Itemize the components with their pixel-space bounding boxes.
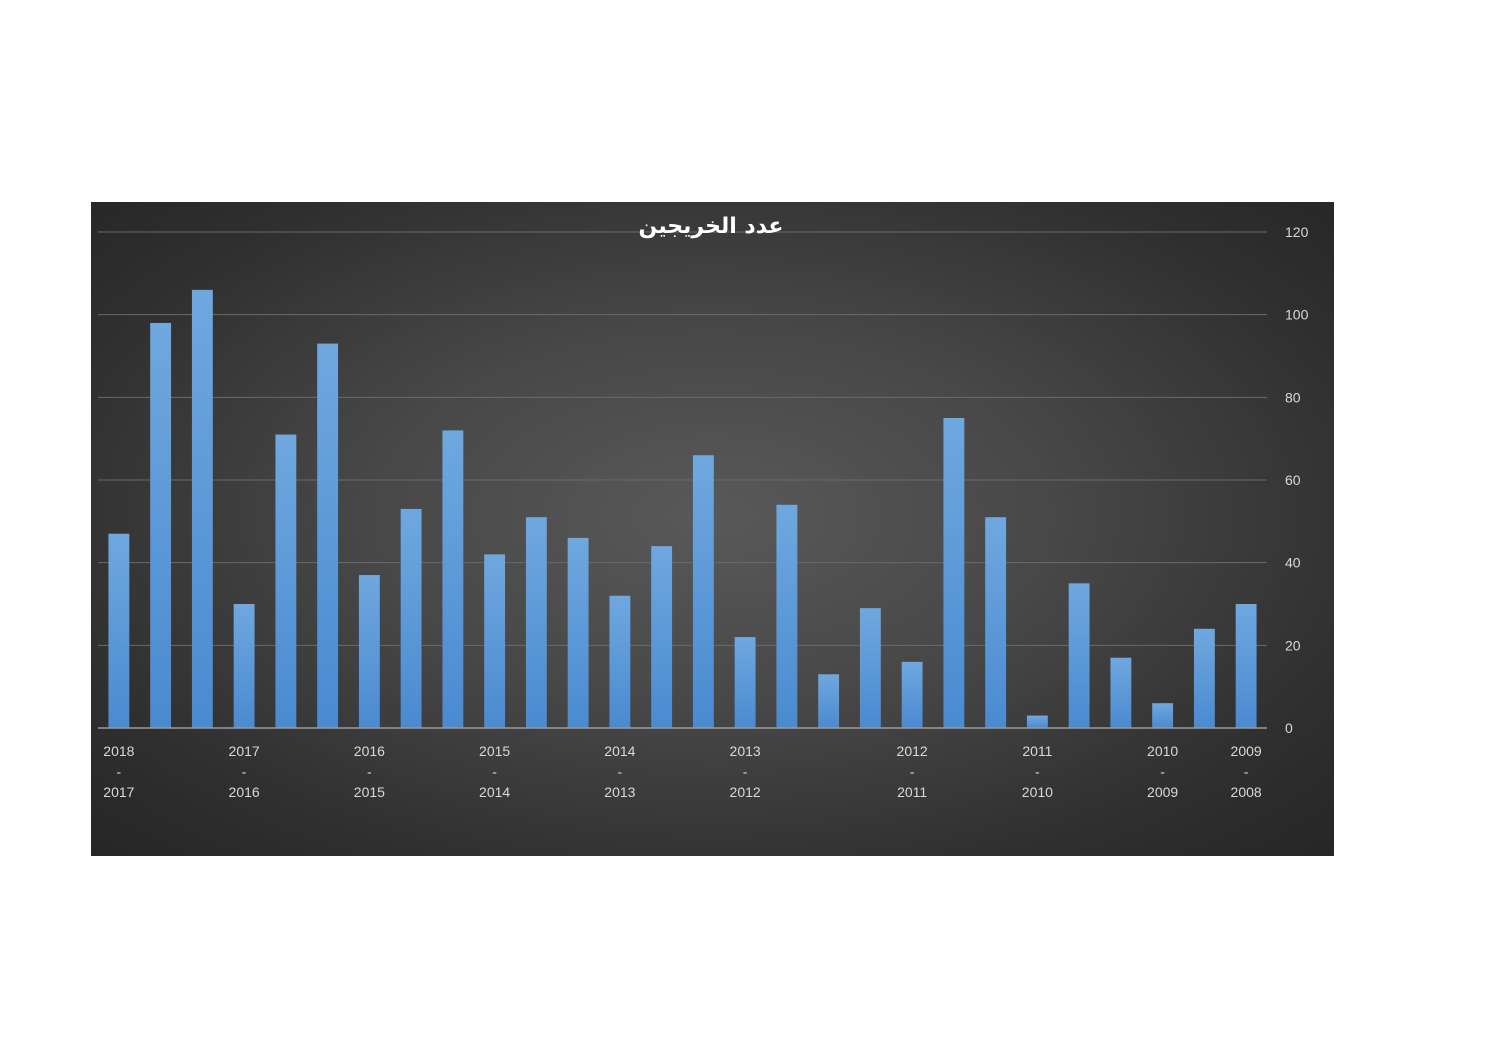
bar — [567, 537, 589, 728]
x-tick-label-line: 2008 — [1231, 784, 1262, 800]
x-tick-label: 2017 - 2016 — [229, 743, 260, 800]
bar — [609, 595, 631, 728]
x-tick-label: 2015 - 2014 — [479, 743, 510, 800]
bar — [442, 430, 464, 728]
x-tick-label: 2011 - 2010 — [1022, 743, 1053, 800]
x-tick-label-line: 2014 — [604, 743, 635, 759]
x-tick-label-line: - — [910, 764, 915, 780]
x-tick-label: 2012 - 2011 — [897, 743, 928, 800]
x-tick-label-line: - — [1244, 764, 1249, 780]
x-tick-label-line: - — [618, 764, 623, 780]
bar — [317, 343, 339, 728]
x-tick-label-line: - — [492, 764, 497, 780]
y-tick-label: 0 — [1285, 720, 1293, 736]
x-tick-label-line: 2014 — [479, 784, 510, 800]
bars — [108, 289, 1257, 728]
x-tick-label-line: 2009 — [1147, 784, 1178, 800]
x-tick-label: 2009 - 2008 — [1231, 743, 1262, 800]
x-tick-label-line: 2018 — [103, 743, 134, 759]
bar — [233, 604, 255, 728]
x-tick-label-line: 2012 — [730, 784, 761, 800]
x-tick-label-line: 2016 — [354, 743, 385, 759]
bar — [776, 504, 798, 728]
x-tick-label: 2010 - 2009 — [1147, 743, 1178, 800]
bar — [901, 661, 923, 728]
x-tick-label-line: - — [117, 764, 122, 780]
bar — [275, 434, 297, 728]
bar — [400, 508, 422, 728]
bar — [985, 517, 1007, 728]
x-tick-label-line: 2010 — [1022, 784, 1053, 800]
x-tick-label-line: 2015 — [354, 784, 385, 800]
gridlines — [98, 231, 1267, 646]
y-tick-label: 120 — [1285, 224, 1309, 240]
x-tick-label: 2018 - 2017 — [103, 743, 134, 800]
x-tick-label-line: 2010 — [1147, 743, 1178, 759]
bar — [525, 517, 547, 728]
x-tick-label-line: 2009 — [1231, 743, 1262, 759]
y-tick-label: 100 — [1285, 307, 1309, 323]
x-tick-label: 2014 - 2013 — [604, 743, 635, 800]
bar — [1026, 715, 1048, 728]
x-tick-label-line: 2016 — [229, 784, 260, 800]
x-tick-label-line: 2013 — [730, 743, 761, 759]
bar — [358, 575, 380, 728]
x-tick-label-line: 2015 — [479, 743, 510, 759]
bar — [150, 322, 172, 728]
bar — [1068, 583, 1090, 728]
y-tick-label: 60 — [1285, 472, 1301, 488]
bar — [1110, 657, 1132, 728]
bar — [859, 608, 881, 728]
x-tick-label-line: 2013 — [604, 784, 635, 800]
bar — [651, 546, 673, 728]
bar — [692, 455, 714, 728]
x-tick-label-line: - — [367, 764, 372, 780]
x-tick-label-line: - — [242, 764, 247, 780]
y-tick-label: 20 — [1285, 637, 1301, 653]
x-tick-label: 2013 - 2012 — [730, 743, 761, 800]
bar — [1193, 628, 1215, 728]
y-tick-label: 40 — [1285, 555, 1301, 571]
x-tick-label-line: 2011 — [1022, 743, 1052, 759]
y-tick-label: 80 — [1285, 389, 1301, 405]
y-axis: 0 20 40 60 80 100 120 — [1285, 224, 1309, 736]
bar — [943, 418, 965, 728]
x-tick-label-line: 2011 — [897, 784, 927, 800]
bar — [108, 533, 130, 728]
x-tick-label-line: - — [1035, 764, 1040, 780]
bar — [484, 554, 506, 728]
bar — [1152, 703, 1174, 728]
x-tick-label-line: 2017 — [103, 784, 134, 800]
x-tick-label-line: - — [1160, 764, 1165, 780]
bar — [1235, 604, 1257, 728]
x-tick-label: 2016 - 2015 — [354, 743, 385, 800]
x-tick-label-line: 2017 — [229, 743, 260, 759]
x-tick-label-line: 2012 — [897, 743, 928, 759]
bar — [818, 674, 840, 728]
x-tick-label-line: - — [743, 764, 748, 780]
bar — [191, 289, 213, 728]
bar — [734, 637, 756, 728]
